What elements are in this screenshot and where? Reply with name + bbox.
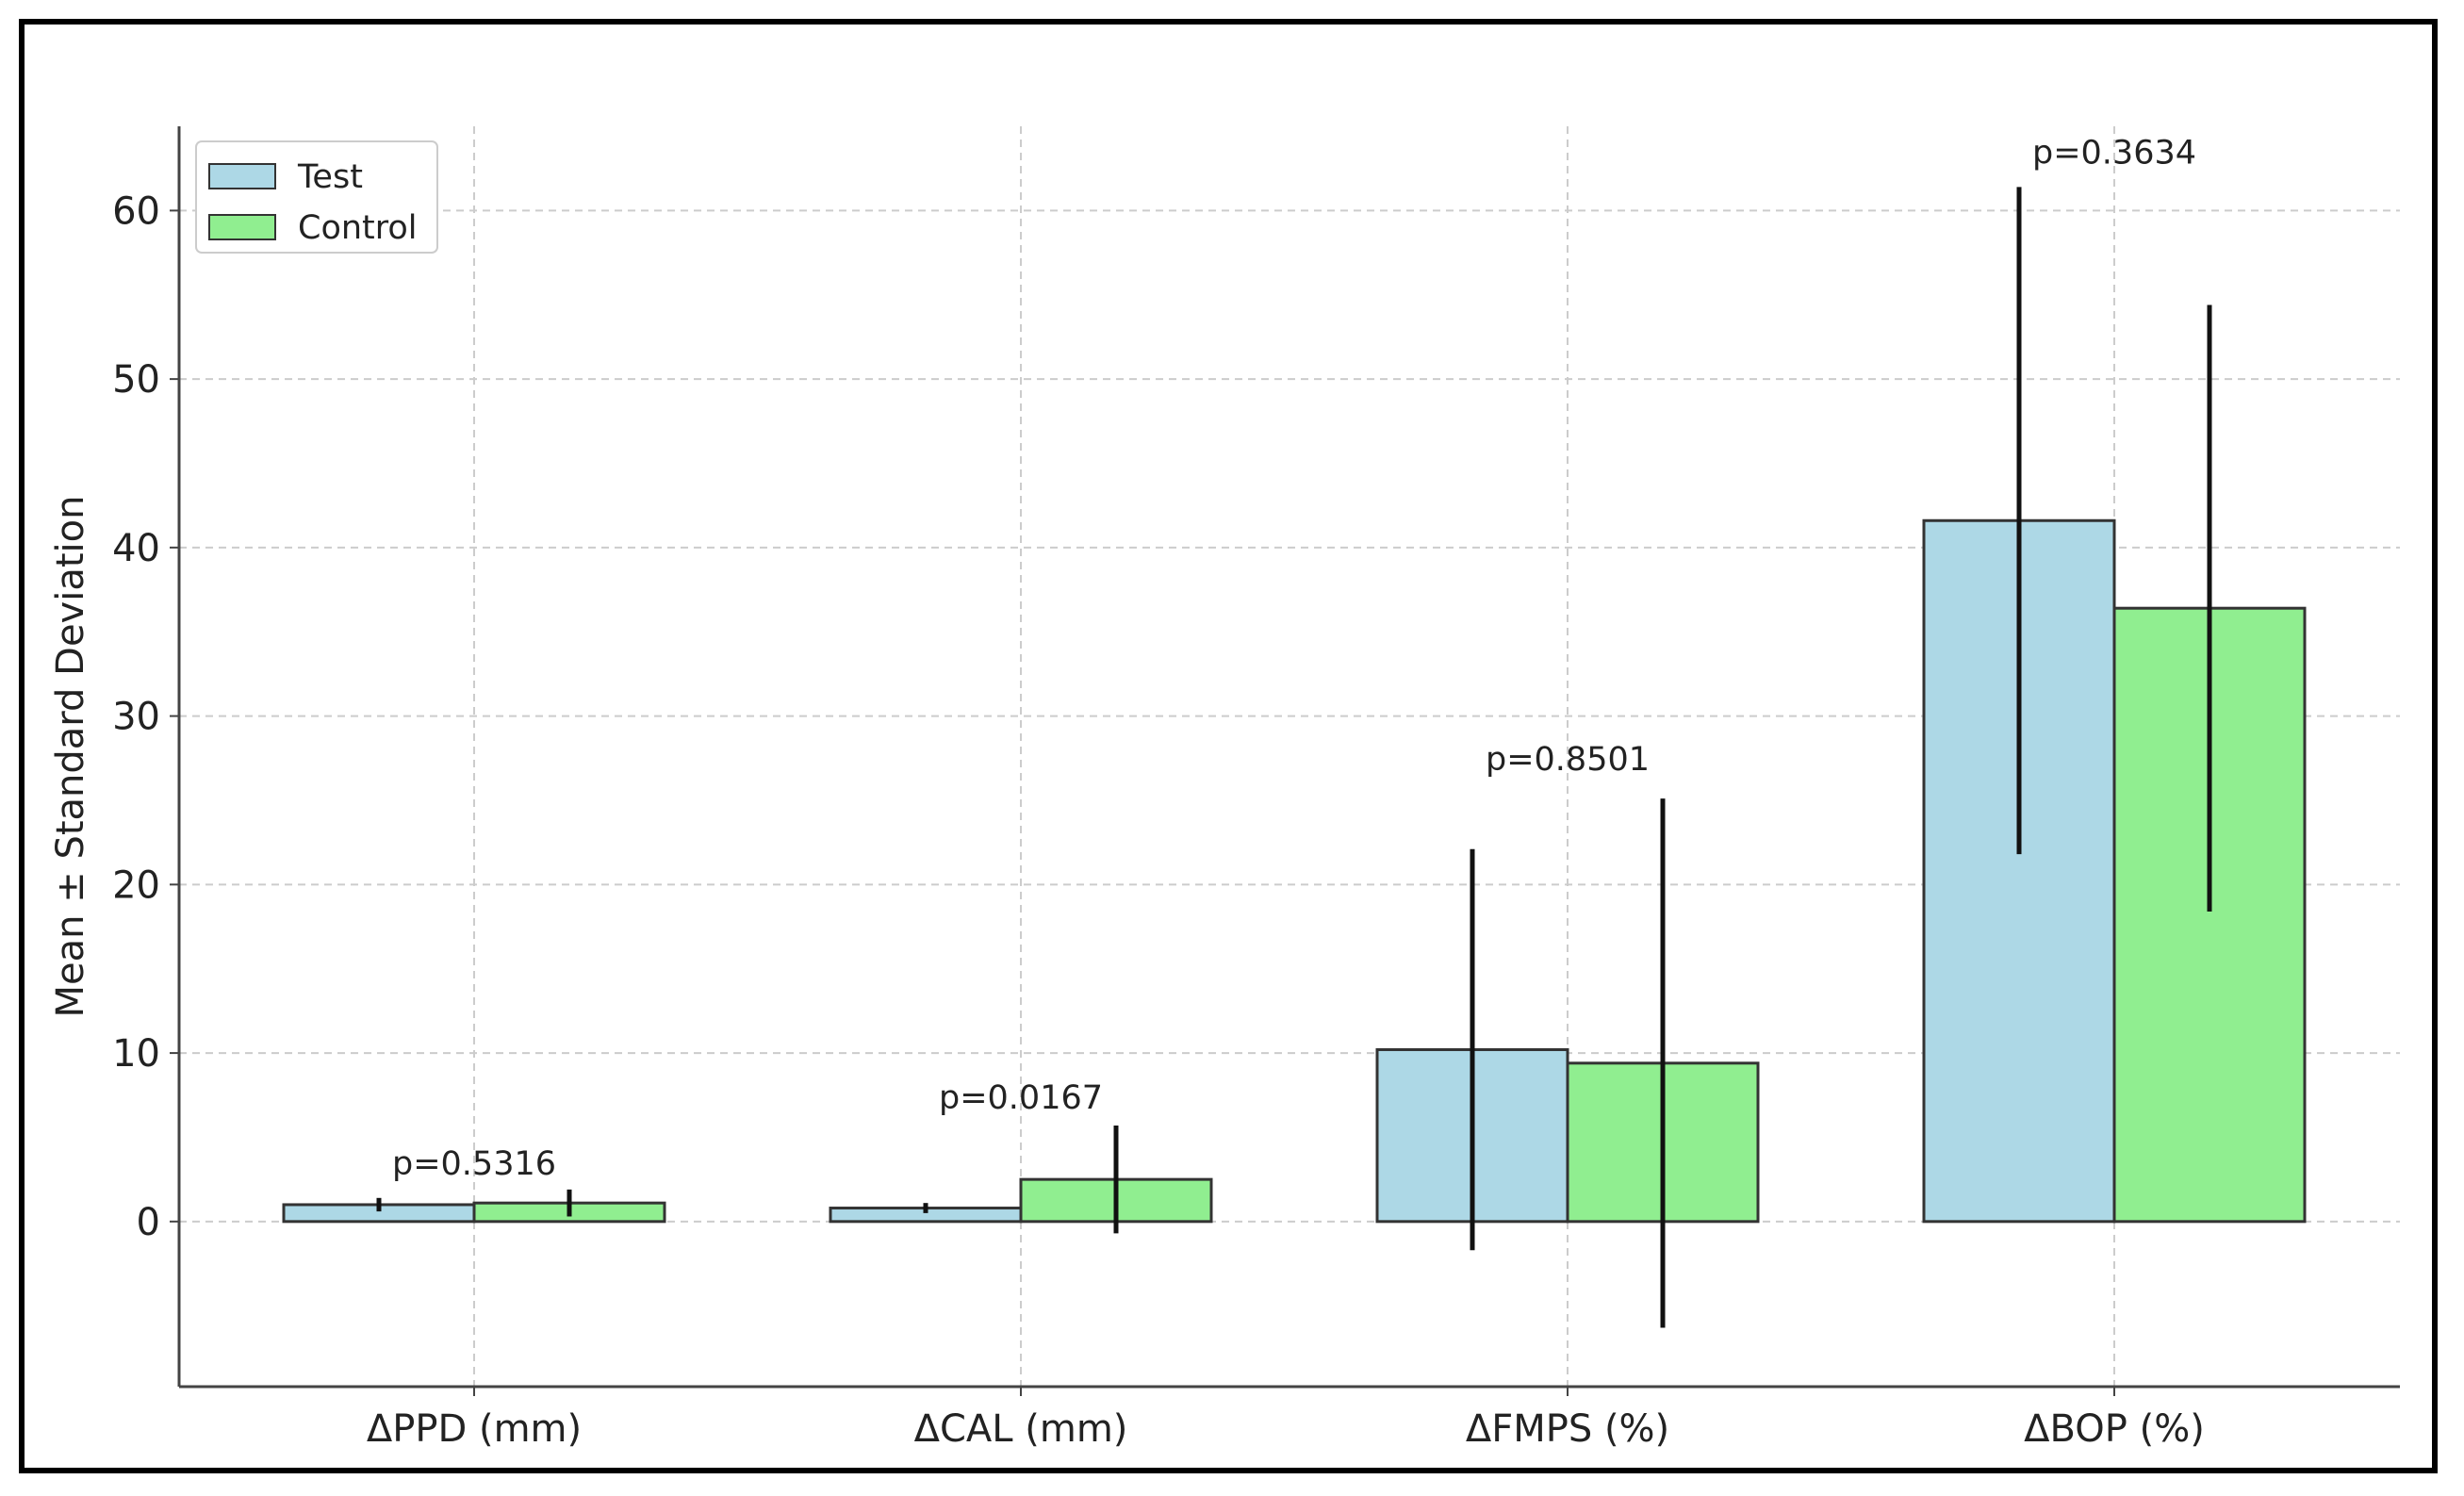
y-tick-label: 30: [112, 696, 160, 739]
grid-lines: [179, 126, 2400, 1387]
bars: [282, 518, 2307, 1224]
y-tick-label: 40: [112, 527, 160, 570]
legend-swatch-test: [208, 163, 276, 189]
p-value-annotations: p=0.5316 p=0.0167 p=0.8501 p=0.3634: [392, 134, 2196, 1182]
p-value-label: p=0.8501: [1486, 741, 1650, 779]
legend-swatch-control: [208, 214, 276, 240]
legend-label-control: Control: [298, 209, 418, 247]
y-tick-label: 10: [112, 1032, 160, 1076]
y-tick-label: 20: [112, 863, 160, 907]
figure-frame: 0 10 20 30 40 50 60 ΔPPD (mm) ΔCAL (mm) ΔFMPS (%…: [19, 19, 2438, 1473]
x-category-labels: ΔPPD (mm) ΔCAL (mm) ΔFMPS (%) ΔBOP (%): [367, 1407, 2205, 1451]
x-category-label: ΔBOP (%): [2024, 1407, 2205, 1451]
p-value-label: p=0.5316: [392, 1145, 556, 1183]
legend: Test Control: [195, 140, 438, 254]
x-category-label: ΔPPD (mm): [367, 1407, 582, 1451]
bar-chart: 0 10 20 30 40 50 60 ΔPPD (mm) ΔCAL (mm) ΔFMPS (%…: [49, 126, 2400, 1451]
p-value-label: p=0.0167: [939, 1079, 1103, 1117]
axes: [177, 126, 2400, 1389]
p-value-label: p=0.3634: [2032, 134, 2196, 172]
x-category-label: ΔCAL (mm): [914, 1407, 1128, 1451]
x-category-label: ΔFMPS (%): [1466, 1407, 1669, 1451]
legend-label-test: Test: [297, 158, 363, 196]
y-tick-label: 0: [137, 1201, 160, 1244]
y-tick-label: 50: [112, 358, 160, 402]
y-ticks: 0 10 20 30 40 50 60: [112, 189, 2115, 1396]
y-axis-label: Mean ± Standard Deviation: [49, 496, 92, 1018]
y-tick-label: 60: [112, 189, 160, 233]
error-bars: [376, 187, 2212, 1328]
